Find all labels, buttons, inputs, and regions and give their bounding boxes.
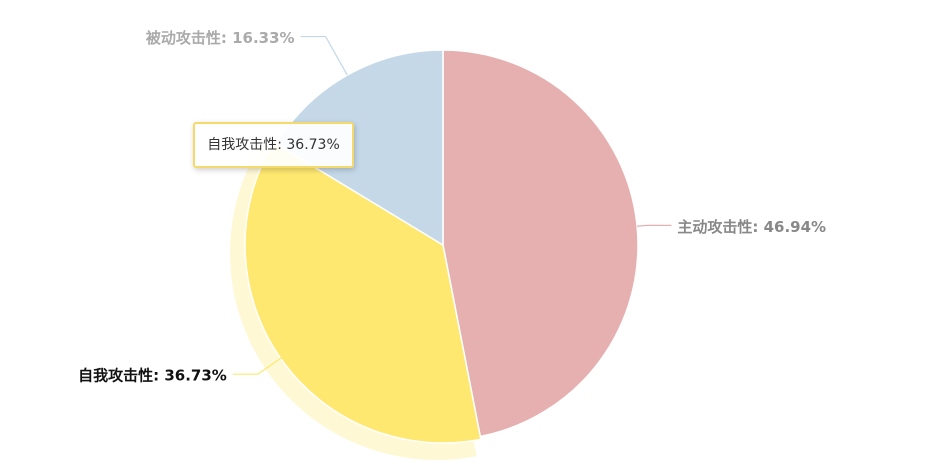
data-label: 自我攻击性: 36.73% bbox=[78, 367, 227, 385]
leader-line bbox=[637, 224, 672, 227]
leader-line bbox=[300, 35, 348, 76]
slice bbox=[442, 49, 639, 438]
tooltip: 自我攻击性: 36.73% bbox=[193, 122, 354, 168]
data-label: 被动攻击性: 16.33% bbox=[146, 29, 295, 47]
data-label: 主动攻击性: 46.94% bbox=[677, 218, 826, 236]
leader-line bbox=[232, 356, 284, 375]
